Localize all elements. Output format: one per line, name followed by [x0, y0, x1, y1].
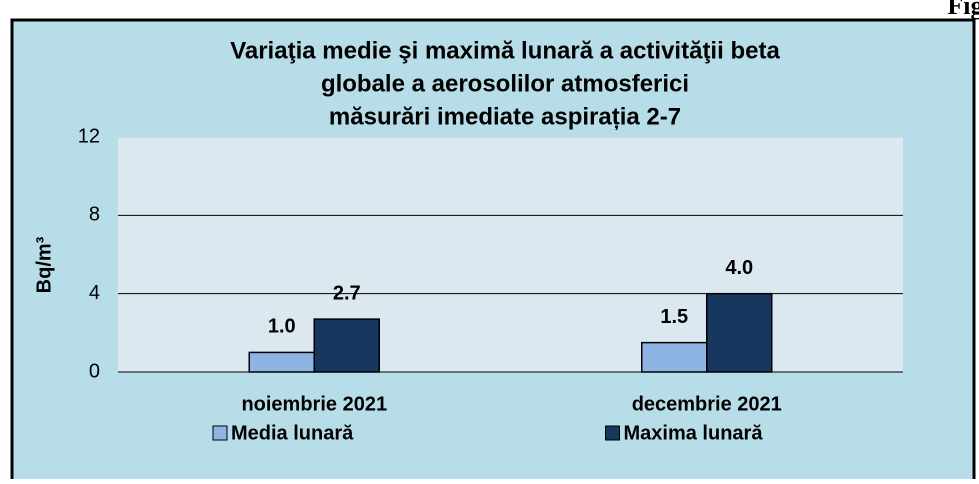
- y-tick-label: 8: [89, 204, 100, 226]
- bar: [248, 351, 315, 373]
- value-label: 4.0: [725, 257, 753, 279]
- y-tick-label: 0: [89, 360, 100, 382]
- legend-swatch: [212, 425, 228, 441]
- bar: [706, 292, 773, 373]
- bar: [313, 318, 380, 373]
- legend-swatch: [605, 425, 620, 441]
- value-label: 1.5: [660, 306, 688, 328]
- legend-label: Maxima lunară: [624, 422, 764, 444]
- bar: [641, 341, 708, 373]
- y-axis-label: Bq/m³: [33, 236, 55, 293]
- value-label: 2.7: [333, 282, 361, 304]
- y-tick-label: 12: [78, 125, 100, 147]
- legend-label: Media lunară: [231, 422, 354, 444]
- x-tick-label: noiembrie 2021: [241, 393, 387, 415]
- chart-title: globale a aerosolilor atmosferici: [321, 70, 689, 97]
- chart-title: Variaţia medie şi maximă lunară a activi…: [230, 37, 780, 64]
- y-tick-label: 4: [89, 282, 100, 304]
- value-label: 1.0: [268, 316, 296, 338]
- figure-label: Fig.: [947, 0, 979, 20]
- chart-title: măsurări imediate aspirația 2-7: [329, 103, 681, 130]
- plot-area: [118, 137, 903, 372]
- x-tick-label: decembrie 2021: [632, 393, 782, 415]
